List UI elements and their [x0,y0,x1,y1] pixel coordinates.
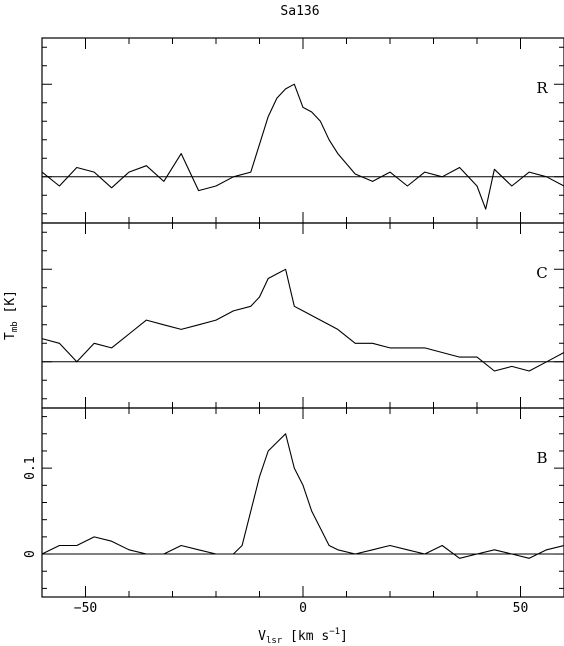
y-axis-label-sub: mb [10,321,20,332]
x-axis-label-main: V [258,629,266,644]
x-axis-label-sub: lsr [266,636,283,646]
spectrum-line-C [41,268,564,372]
panel-frame-B [41,407,564,598]
x-tick-label: −50 [74,601,97,616]
x-tick-label: 50 [513,601,529,616]
panel-label-C: C [536,264,547,282]
panels-group: R C B 0 0.1 [23,37,564,598]
x-axis-label-rest: [km s [282,629,329,644]
x-tick-labels: −50 0 50 [74,601,529,616]
y-axis-label: Tmb [K] [3,290,20,340]
chart-title: Sa136 [280,4,319,19]
y-axis-label-rest: [K] [3,290,18,321]
panel-frame-C [41,222,564,409]
x-axis-label: Vlsr [km s−1] [258,627,348,646]
spectrum-line-B [41,433,564,559]
y-tick-label: 0 [23,550,38,558]
x-axis-label-sup: −1 [329,627,340,637]
spectrum-line-R [41,83,564,210]
y-tick-label: 0.1 [23,456,38,479]
y-axis-label-main: T [3,332,18,340]
x-tick-label: 0 [299,601,307,616]
panel-frame-R [41,37,564,224]
panel-label-R: R [536,79,548,97]
panel-label-B: B [536,449,547,467]
x-axis-label-close: ] [340,629,348,644]
